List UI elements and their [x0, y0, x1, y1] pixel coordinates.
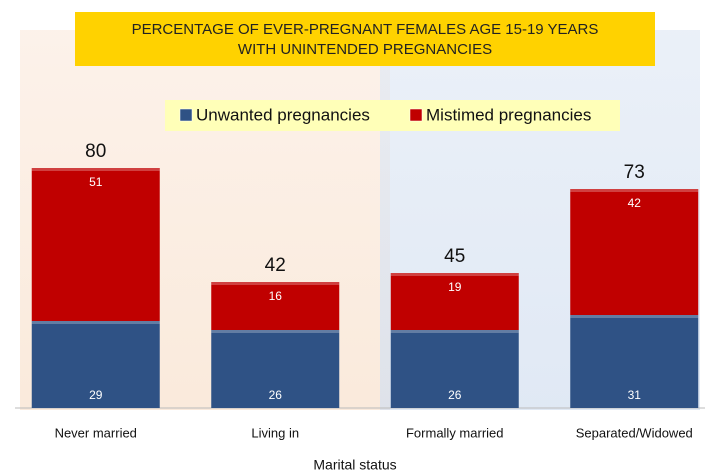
bar-segment — [390, 330, 519, 408]
chart-title: WITH UNINTENDED PREGNANCIES — [238, 41, 492, 58]
total-label: 73 — [624, 162, 645, 183]
segment-label: 51 — [89, 175, 103, 189]
bar-shine — [211, 282, 340, 285]
total-label: 80 — [85, 141, 106, 162]
bar-segment — [31, 168, 160, 321]
segment-label: 26 — [269, 388, 283, 402]
bar-segment — [570, 189, 699, 315]
bar-shine — [31, 321, 160, 324]
legend-box — [165, 100, 620, 131]
bar-segment — [570, 315, 699, 408]
x-axis-title: Marital status — [313, 457, 396, 473]
total-label: 45 — [444, 246, 465, 267]
bar-segment — [390, 273, 519, 330]
bar-shine — [570, 189, 699, 192]
legend-label: Unwanted pregnancies — [196, 105, 370, 124]
bar-shine — [211, 330, 340, 333]
bar-segment — [211, 282, 340, 330]
segment-label: 26 — [448, 388, 462, 402]
segment-label: 19 — [448, 280, 462, 294]
segment-label: 16 — [269, 289, 283, 303]
chart-title: PERCENTAGE OF EVER-PREGNANT FEMALES AGE … — [132, 21, 599, 38]
x-tick-label: Never married — [55, 425, 137, 440]
legend-label: Mistimed pregnancies — [426, 105, 591, 124]
bar-shine — [31, 168, 160, 171]
x-tick-label: Living in — [251, 425, 299, 440]
bar-shine — [570, 315, 699, 318]
segment-label: 42 — [628, 196, 642, 210]
legend-swatch — [409, 108, 423, 122]
bar-shine — [390, 273, 519, 276]
total-label: 42 — [265, 255, 286, 276]
segment-label: 29 — [89, 388, 103, 402]
bar-segment — [31, 321, 160, 408]
x-tick-label: Formally married — [406, 425, 504, 440]
x-tick-label: Separated/Widowed — [576, 425, 693, 440]
bar-shine — [390, 330, 519, 333]
segment-label: 31 — [628, 388, 642, 402]
legend-swatch — [179, 108, 193, 122]
title-box — [75, 12, 655, 66]
bar-segment — [211, 330, 340, 408]
